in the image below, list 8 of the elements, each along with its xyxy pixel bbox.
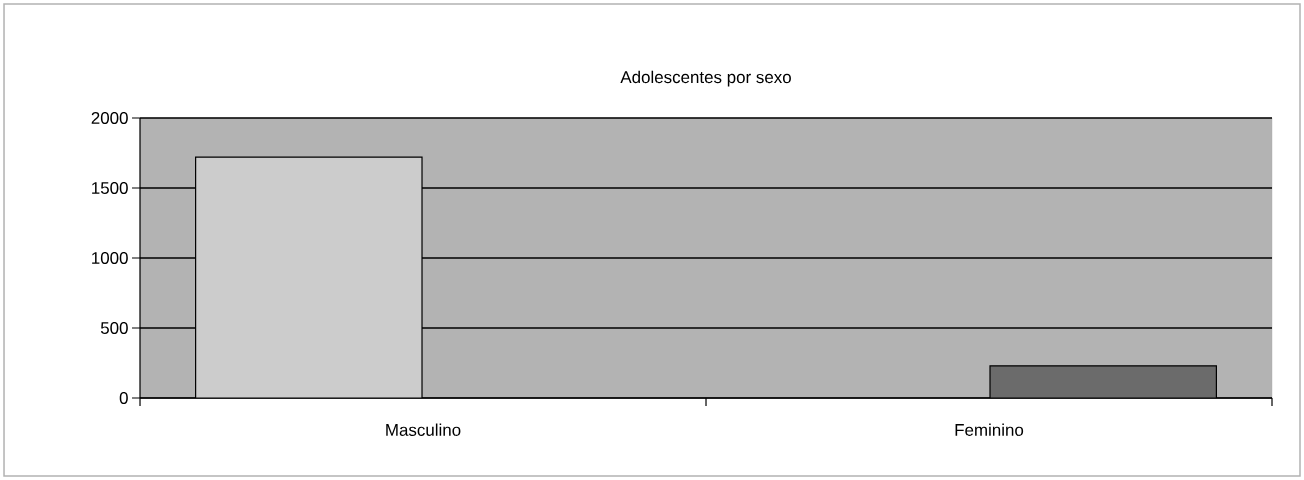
x-tick-label: Masculino	[386, 423, 461, 436]
y-tick-label: 2000	[91, 111, 128, 124]
y-tick-label: 500	[100, 321, 128, 334]
x-tick-label: Feminino	[955, 423, 1024, 436]
chart-title: Adolescentes por sexo	[620, 70, 791, 87]
y-tick-label: 1500	[92, 181, 128, 194]
y-tick-label: 1000	[92, 251, 128, 264]
y-tick-label: 0	[119, 391, 128, 404]
